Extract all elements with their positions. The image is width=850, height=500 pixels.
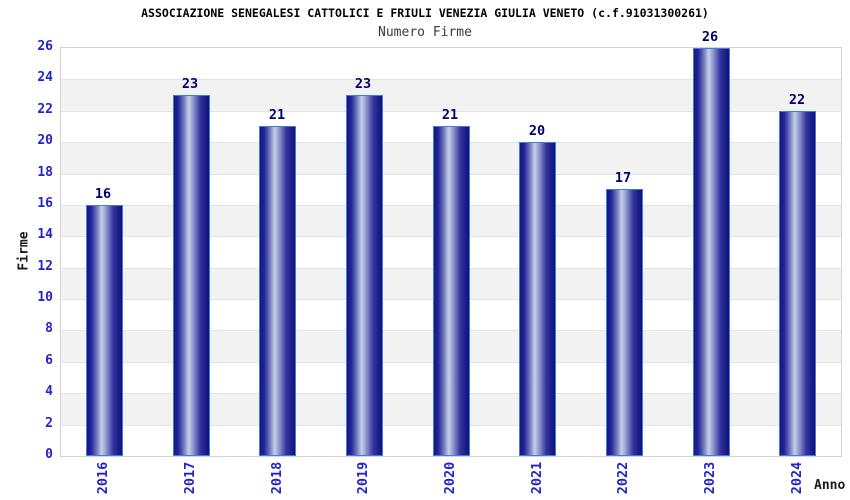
y-tick-label: 14 xyxy=(37,227,53,243)
bar-value-label: 21 xyxy=(268,107,286,123)
bar-2016 xyxy=(86,205,123,456)
bar-2023 xyxy=(693,48,730,456)
x-axis-title: Anno xyxy=(814,478,846,493)
y-tick-label: 16 xyxy=(37,195,53,211)
bar-2022 xyxy=(606,189,643,456)
plot-area xyxy=(60,47,842,457)
y-tick-label: 20 xyxy=(37,133,53,149)
bar-value-label: 26 xyxy=(701,29,719,45)
y-tick-label: 24 xyxy=(37,70,53,86)
bar-value-label: 22 xyxy=(788,92,806,108)
y-tick-label: 18 xyxy=(37,164,53,180)
bar-2017 xyxy=(173,95,210,456)
x-tick-label-2023: 2023 xyxy=(702,461,718,495)
bar-2021 xyxy=(519,142,556,456)
chart-subtitle: Numero Firme xyxy=(378,25,472,40)
y-tick-label: 0 xyxy=(45,447,53,462)
x-tick-label-2016: 2016 xyxy=(95,461,111,495)
chart-title: ASSOCIAZIONE SENEGALESI CATTOLICI E FRIU… xyxy=(141,6,709,20)
y-tick-label: 26 xyxy=(37,39,53,54)
x-tick-label-2018: 2018 xyxy=(269,461,285,495)
bar-value-label: 17 xyxy=(614,170,632,186)
bar-value-label: 23 xyxy=(354,76,372,92)
bar-value-label: 21 xyxy=(441,107,459,123)
bar-2020 xyxy=(433,126,470,456)
bar-2019 xyxy=(346,95,383,456)
x-tick-label-2024: 2024 xyxy=(789,461,805,495)
bar-2024 xyxy=(779,111,816,456)
y-tick-label: 12 xyxy=(37,258,53,274)
bar-2018 xyxy=(259,126,296,456)
y-tick-label: 22 xyxy=(37,101,53,117)
x-tick-label-2019: 2019 xyxy=(355,461,371,495)
bar-value-label: 23 xyxy=(181,76,199,92)
y-tick-label: 10 xyxy=(37,290,53,306)
y-tick-label: 6 xyxy=(45,352,53,368)
y-tick-label: 4 xyxy=(45,384,53,400)
x-tick-label-2017: 2017 xyxy=(182,461,198,495)
x-tick-label-2020: 2020 xyxy=(442,461,458,495)
bar-value-label: 16 xyxy=(94,186,112,202)
bar-value-label: 20 xyxy=(528,123,546,139)
x-tick-label-2021: 2021 xyxy=(529,461,545,495)
y-tick-label: 8 xyxy=(45,321,53,337)
y-tick-label: 2 xyxy=(45,415,53,431)
x-tick-label-2022: 2022 xyxy=(615,461,631,495)
